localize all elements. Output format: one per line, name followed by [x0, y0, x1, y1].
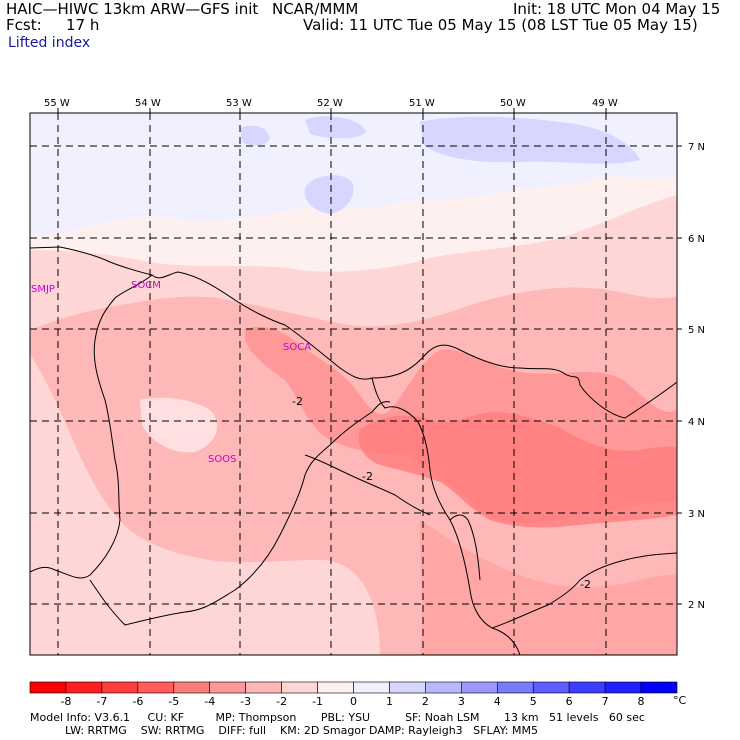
border-guiana-west — [371, 377, 521, 655]
colorbar-box — [317, 681, 354, 694]
colorbar-tick-label: 3 — [458, 695, 465, 708]
colorbar-box — [209, 681, 246, 694]
border-interior — [304, 454, 431, 516]
lat-label: 2 N — [688, 600, 705, 611]
border-pocket — [449, 514, 481, 581]
colorbar-tick-label: 7 — [602, 695, 609, 708]
model-title: HAIC—HIWC 13km ARW—GFS init — [6, 0, 259, 18]
colorbar-tick-label: -2 — [276, 695, 287, 708]
colorbar-box — [604, 681, 642, 694]
border-suriname-south — [89, 401, 391, 626]
border-guiana-south — [491, 552, 677, 629]
colorbar-box — [461, 681, 498, 694]
colorbar-tick-label: -6 — [132, 695, 143, 708]
station-soca: SOCA — [283, 342, 311, 353]
colorbar-tick-label: 5 — [530, 695, 537, 708]
colorbar-box — [65, 681, 103, 694]
colorbar-box — [101, 681, 139, 694]
colorbar-tick-label: -3 — [240, 695, 251, 708]
lat-lon-grid — [30, 113, 677, 655]
lat-label: 5 N — [688, 325, 705, 336]
colorbar-tick-label: -5 — [168, 695, 179, 708]
colorbar-tick-label: -7 — [96, 695, 107, 708]
colorbar-tick-label: -8 — [60, 695, 71, 708]
lon-label: 54 W — [135, 98, 161, 109]
white-patch — [140, 397, 218, 453]
colorbar-box — [137, 681, 175, 694]
model-info-line1: Model Info: V3.6.1 CU: KF MP: Thompson P… — [30, 711, 645, 724]
valid-time: Valid: 11 UTC Tue 05 May 15 (08 LST Tue … — [303, 16, 698, 34]
map-frame — [29, 112, 678, 656]
colorbar-box — [281, 681, 318, 694]
colorbar-tick-label: 2 — [422, 695, 429, 708]
colorbar-unit: °C — [673, 694, 687, 707]
station-soos: SOOS — [208, 454, 236, 465]
lon-label: 50 W — [500, 98, 526, 109]
colorbar-tick-label: 0 — [350, 695, 357, 708]
station-smjp: SMJP — [31, 284, 55, 295]
init-time: Init: 18 UTC Mon 04 May 15 — [513, 0, 721, 18]
colorbar-box — [425, 681, 462, 694]
colorbar-tick-label: 1 — [386, 695, 393, 708]
lon-label: 49 W — [592, 98, 618, 109]
unstable-south — [420, 520, 677, 655]
colorbar-box — [532, 681, 570, 694]
org-label: NCAR/MMM — [272, 0, 359, 18]
colorbar-tick-label: 6 — [566, 695, 573, 708]
contour-label: -2 — [292, 395, 303, 408]
fcst-label: Fcst: — [6, 16, 42, 34]
colorbar-box — [389, 681, 426, 694]
lat-label: 7 N — [688, 142, 705, 153]
fcst-value: 17 h — [66, 16, 100, 34]
coastlines-borders — [30, 246, 677, 655]
model-info-line2: LW: RRTMG SW: RRTMG DIFF: full KM: 2D Sm… — [30, 724, 538, 737]
colorbar-box — [568, 681, 606, 694]
colorbar-box — [29, 681, 67, 694]
colorbar-tick-label: -1 — [312, 695, 323, 708]
colorbar-box — [353, 681, 390, 694]
contour-label: -2 — [362, 470, 373, 483]
colorbar-box — [245, 681, 282, 694]
lat-label: 4 N — [688, 417, 705, 428]
lat-ticks — [677, 145, 682, 605]
lat-label: 6 N — [688, 234, 705, 245]
colorbar-tick-label: 4 — [494, 695, 501, 708]
color-bar — [29, 681, 678, 694]
colorbar-box — [173, 681, 211, 694]
stable-region-mid — [240, 116, 640, 214]
lon-label: 53 W — [226, 98, 252, 109]
unstable-core-s — [358, 411, 677, 528]
border-suriname-west — [30, 274, 153, 579]
color-bar-ticks: -8 -7 -6 -5 -4 -3 -2 -1 0 1 2 3 4 5 6 7 8 — [60, 695, 644, 708]
contour-label: -2 — [580, 578, 591, 591]
lon-ticks — [57, 108, 607, 113]
lon-label: 55 W — [44, 98, 70, 109]
field-name: Lifted index — [8, 35, 91, 51]
lon-label: 51 W — [409, 98, 435, 109]
lon-label: 52 W — [317, 98, 343, 109]
colorbar-tick-label: -4 — [204, 695, 215, 708]
colorbar-box — [640, 681, 678, 694]
coastline — [30, 246, 677, 419]
colorbar-tick-label: 8 — [638, 695, 645, 708]
lat-label: 3 N — [688, 509, 705, 520]
station-socm: SOCM — [131, 280, 161, 291]
colorbar-box — [496, 681, 534, 694]
